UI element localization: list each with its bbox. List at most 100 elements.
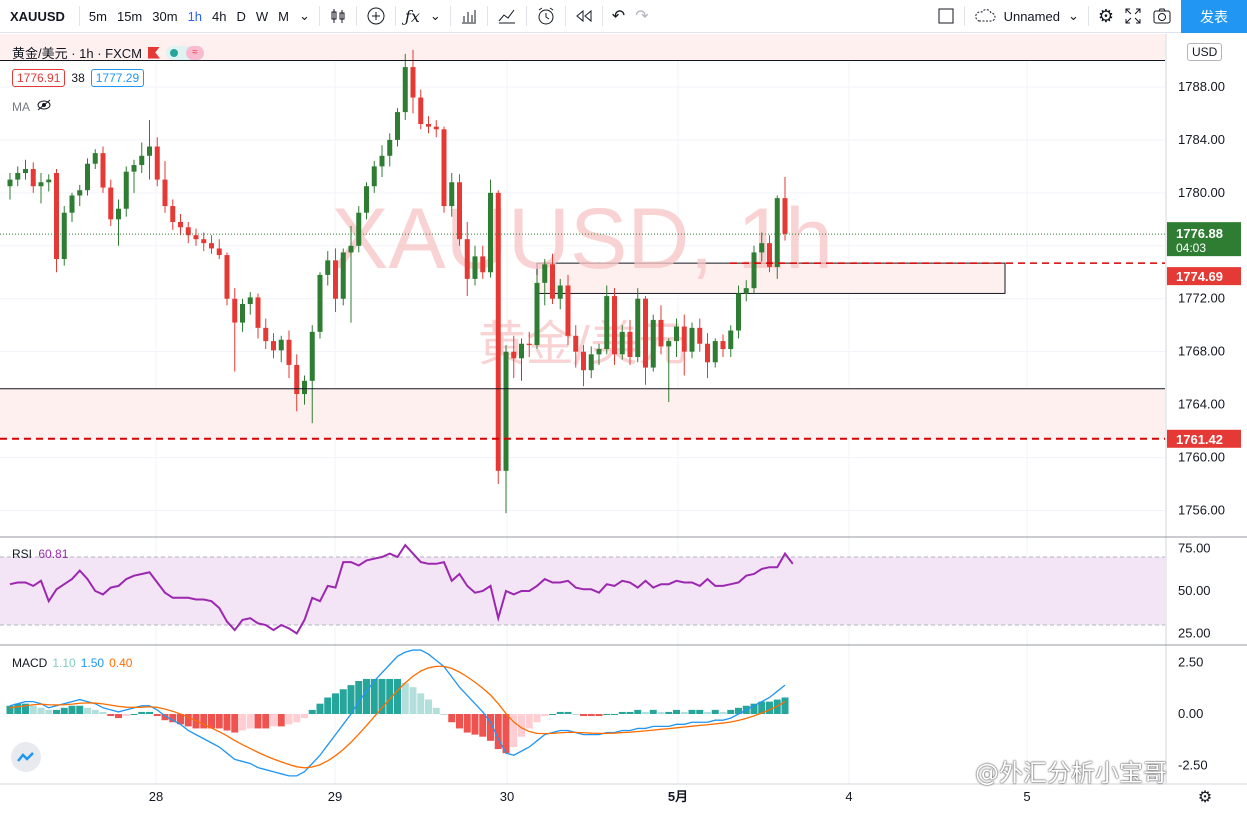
macd-histogram-bar [502,714,510,754]
chevron-down-icon[interactable]: ⌄ [299,8,310,23]
candle-body [61,212,67,260]
camera-icon[interactable] [1147,0,1177,33]
candle-body [751,252,757,289]
candle-body [286,339,292,365]
horizontal-lines [0,59,1165,440]
candle-body [503,351,509,471]
candle-body [774,198,780,267]
indicators-icon[interactable]: ƒx [404,6,420,26]
candle-body [325,260,331,275]
macd-histogram-bar [735,707,742,714]
replay-icon[interactable] [570,0,598,33]
macd-histogram-bar [386,678,394,714]
bid-price[interactable]: 1776.91 [12,69,66,87]
candle-body [418,97,424,125]
macd-histogram-bar [60,707,68,714]
financials-icon[interactable] [455,0,483,33]
price-tick: 1788.00 [1178,79,1225,94]
wave-icon: ≈ [186,45,205,60]
chart-title[interactable]: 黄金/美元 · 1h · FXCM [12,46,143,61]
gear-icon[interactable]: ⚙ [1097,5,1114,26]
macd-histogram-bar [626,711,634,714]
candle-body [635,298,641,357]
interval-W[interactable]: W [255,8,269,24]
divider [963,6,965,26]
interval-5m[interactable]: 5m [88,8,107,24]
ask-price[interactable]: 1777.29 [90,69,145,87]
add-icon[interactable] [361,0,391,33]
alert-icon[interactable] [531,0,561,33]
candle-body [278,339,284,351]
compare-icon[interactable] [492,0,522,33]
candle-body [581,351,586,371]
divider [525,6,527,26]
candle-body [85,163,90,191]
flag-icon[interactable] [148,46,161,59]
symbol-search[interactable]: XAUUSD [10,8,65,24]
rsi-tick: 50.00 [1178,583,1211,598]
macd-histogram-bar [580,714,587,717]
price-tick: 1764.00 [1178,397,1225,412]
rsi-label: RSI [12,547,33,561]
candle-body [232,298,238,323]
chevron-down-icon[interactable]: ⌄ [429,8,441,23]
divider [449,6,451,26]
candle-body [550,264,555,299]
interval-D[interactable]: D [236,8,246,24]
candle-body [46,179,52,183]
fullscreen-layout-icon[interactable] [932,0,960,33]
candle-body [596,349,602,355]
candle-body [116,208,121,220]
candle-body [333,260,338,299]
level-label-1774: 1774.69 [1176,269,1223,284]
chart-area[interactable]: XAUUSD, 1h 黄金/美元 75.00 50.00 25.00 2.50 0.0… [0,34,1247,818]
macd-histogram-bar [363,678,370,714]
eye-off-icon[interactable] [36,99,52,114]
candle-body [472,256,478,279]
macd-histogram-bar [138,711,146,714]
axis-settings-icon[interactable]: ⚙ [1198,789,1212,806]
macd-histogram-bar [642,711,649,714]
macd-histogram-bar [673,709,680,714]
currency-badge[interactable]: USD [1187,43,1223,61]
layout-name[interactable]: Unnamed [1003,8,1060,24]
candle-body [720,341,726,350]
expand-icon[interactable] [1119,0,1147,33]
candle-body [534,282,540,346]
price-tick: 1784.00 [1178,132,1225,147]
level-badge-1761 [1167,429,1241,448]
time-tick: 5 [1023,789,1030,804]
interval-30m[interactable]: 30m [152,8,178,24]
tradingview-logo-icon[interactable] [11,742,41,772]
redo-icon[interactable]: ↷ [635,8,649,25]
macd-histogram-bar [45,709,53,714]
market-status-pill[interactable]: ≈ [166,45,205,60]
cloud-icon[interactable] [969,0,1001,33]
candle-body [154,146,160,180]
publish-button[interactable]: 发表 [1181,0,1247,33]
interval-1h[interactable]: 1h [187,8,203,24]
macd-histogram-bar [115,714,122,719]
ma-label: MA [12,99,30,114]
interval-15m[interactable]: 15m [116,8,143,24]
macd-histogram-bar [378,678,386,714]
candle-body [480,256,486,273]
watermark: XAUUSD, 1h 黄金/美元 [331,191,833,372]
candle-body [255,297,261,328]
interval-4h[interactable]: 4h [212,8,227,24]
macd-histogram-bar [688,709,696,714]
macd-histogram-bar [587,714,595,717]
undo-icon[interactable]: ↶ [611,8,626,25]
support-zone [0,388,1165,439]
chevron-down-icon[interactable]: ⌄ [1067,8,1079,23]
interval-M[interactable]: M [278,8,290,24]
time-tick: 5月 [668,789,688,804]
divider [394,6,396,26]
candle-body [697,327,703,344]
macd-histogram-bar [409,687,417,714]
macd-tick: -2.50 [1178,758,1208,773]
macd-histogram-bar [285,714,293,725]
price-tick: 1780.00 [1178,185,1225,200]
candles-icon[interactable] [324,0,352,33]
author-credit: @外汇分析小宝哥 [975,759,1167,787]
